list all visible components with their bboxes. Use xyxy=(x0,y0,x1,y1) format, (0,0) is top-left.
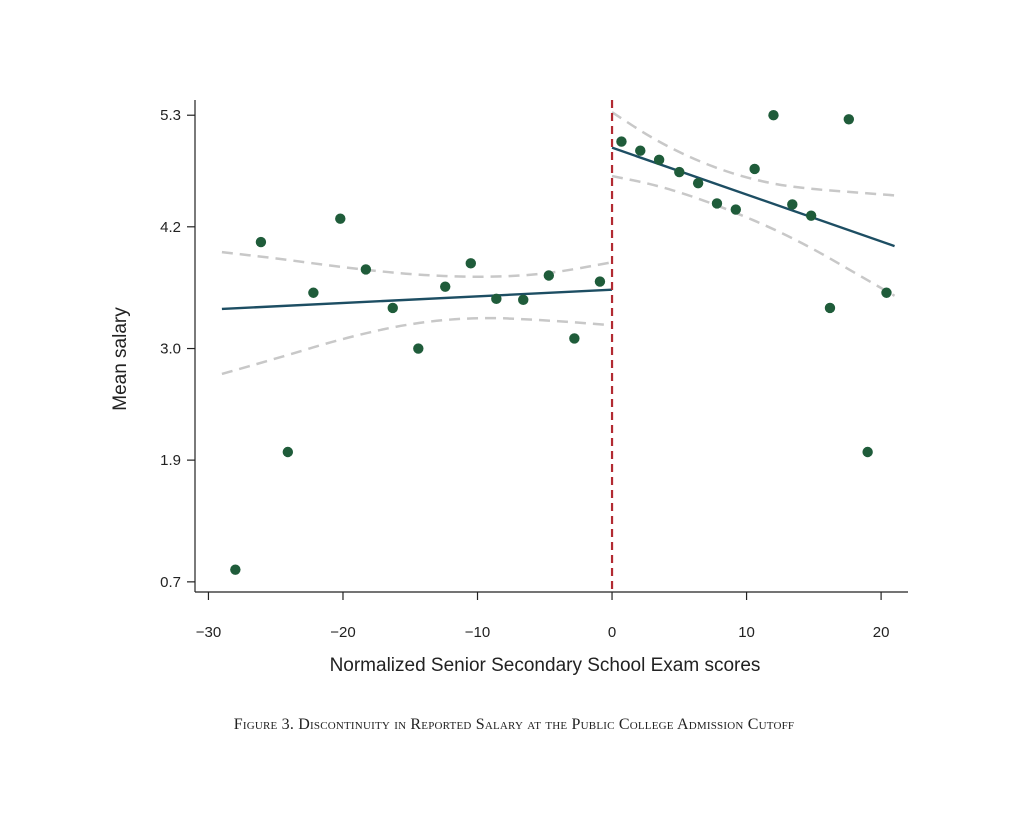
data-point xyxy=(768,110,779,121)
data-point xyxy=(824,302,836,314)
x-tick-label: −20 xyxy=(330,624,355,641)
data-point xyxy=(616,136,627,147)
data-point xyxy=(440,281,451,292)
data-point xyxy=(387,302,398,314)
data-point xyxy=(862,446,873,458)
data-point xyxy=(594,276,606,287)
ci-band-right-lower xyxy=(611,174,896,297)
x-axis-title: Normalized Senior Secondary School Exam … xyxy=(330,655,761,676)
confidence-bands xyxy=(221,111,896,376)
data-point xyxy=(255,236,267,248)
y-axis-title: Mean salary xyxy=(110,307,131,411)
x-tick-label: −30 xyxy=(196,624,221,641)
data-point xyxy=(653,154,665,166)
data-point xyxy=(674,166,685,178)
ci-band-left-upper xyxy=(221,250,613,279)
data-point xyxy=(805,210,817,221)
x-tick-label: 10 xyxy=(738,624,755,641)
right-fit-line xyxy=(611,146,895,248)
figure-caption: Figure 3. Discontinuity in Reported Sala… xyxy=(233,716,795,733)
y-tick-label: 4.2 xyxy=(160,219,181,236)
data-point xyxy=(360,264,372,275)
data-point xyxy=(843,114,855,125)
data-point xyxy=(491,293,502,305)
y-tick-label: 3.0 xyxy=(160,341,181,358)
axes: 0.7 1.9 3.0 4.2 5.3 −30 −20 −10 0 10 20 xyxy=(160,100,908,641)
x-tick-label: −10 xyxy=(465,624,490,641)
left-fit-line xyxy=(221,288,613,311)
data-point xyxy=(543,270,555,281)
y-tick-label: 1.9 xyxy=(160,452,181,469)
rd-scatter-chart: 0.7 1.9 3.0 4.2 5.3 −30 −20 −10 0 10 20 Normalized… xyxy=(110,100,908,676)
y-tick-label: 0.7 xyxy=(160,574,181,591)
data-points xyxy=(230,110,892,575)
data-point xyxy=(413,343,424,354)
data-point xyxy=(569,333,580,344)
y-tick-label: 5.3 xyxy=(160,107,181,124)
fit-lines xyxy=(221,146,895,311)
data-point xyxy=(335,213,346,224)
x-tick-label: 20 xyxy=(873,624,890,641)
data-point xyxy=(787,199,798,210)
data-point xyxy=(730,204,742,215)
ci-band-left-lower xyxy=(221,316,613,376)
x-tick-label: 0 xyxy=(608,624,616,641)
ci-band-right-upper xyxy=(611,111,895,197)
data-point xyxy=(881,287,892,298)
data-point xyxy=(518,294,529,306)
data-point xyxy=(692,177,704,189)
data-point xyxy=(465,258,476,269)
data-point xyxy=(230,564,241,575)
data-point xyxy=(282,446,294,458)
data-point xyxy=(308,287,319,298)
data-point xyxy=(635,145,646,156)
data-point xyxy=(711,198,723,209)
data-point xyxy=(749,163,760,175)
